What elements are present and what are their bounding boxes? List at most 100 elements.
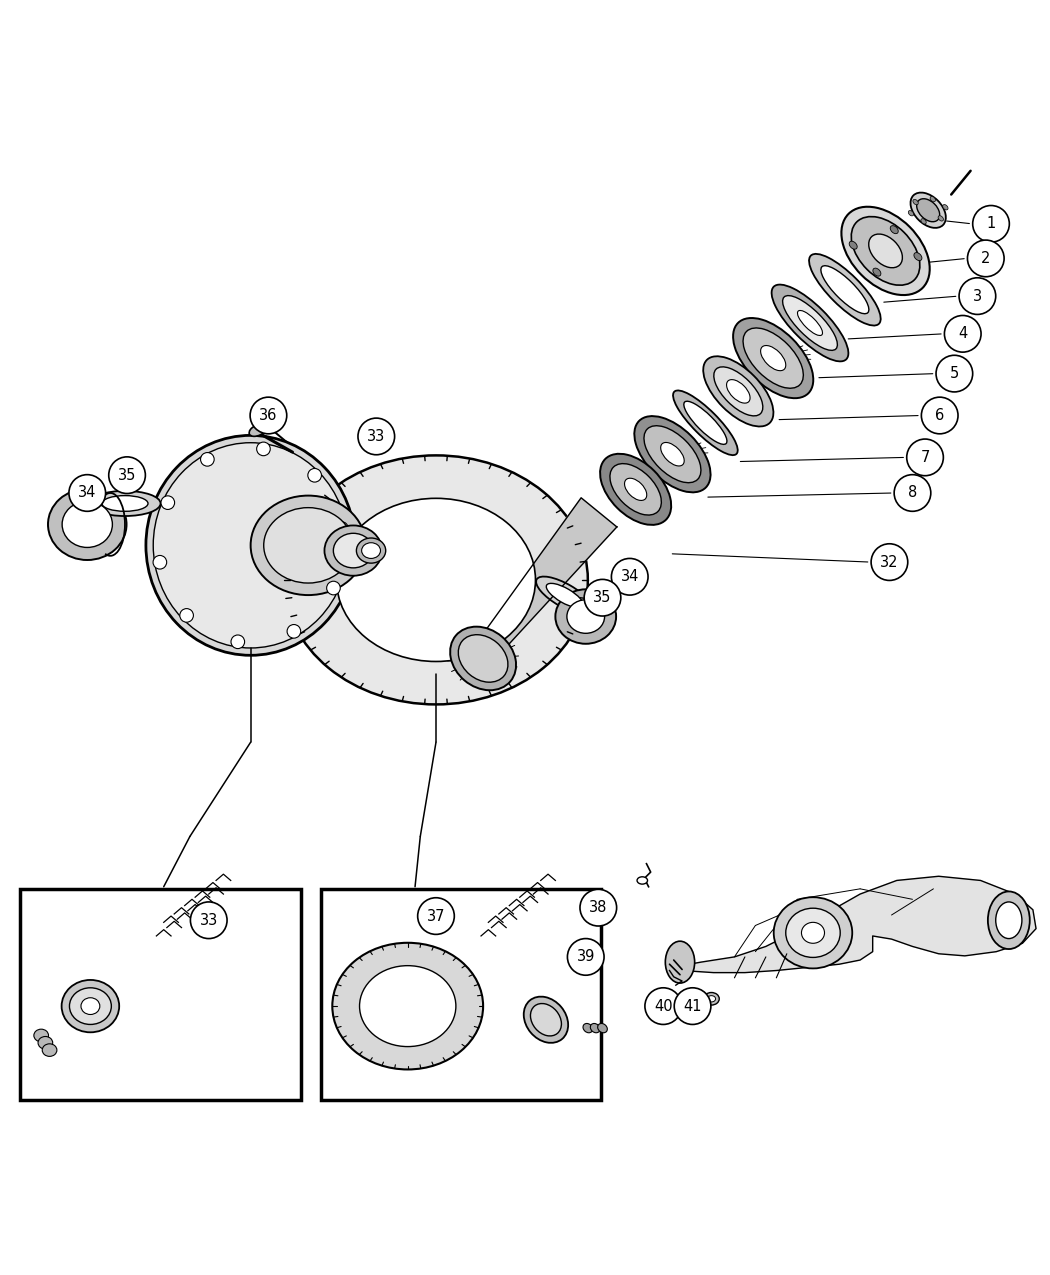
Text: 32: 32	[880, 555, 899, 570]
Ellipse shape	[634, 416, 711, 492]
Ellipse shape	[327, 581, 340, 595]
Circle shape	[190, 901, 227, 938]
Ellipse shape	[760, 346, 785, 371]
Ellipse shape	[42, 1044, 57, 1057]
Text: 1: 1	[986, 217, 995, 231]
Ellipse shape	[359, 965, 456, 1047]
Circle shape	[584, 579, 621, 616]
Ellipse shape	[821, 265, 869, 314]
Ellipse shape	[285, 455, 588, 704]
Text: 39: 39	[576, 950, 595, 964]
Ellipse shape	[450, 626, 517, 690]
Ellipse shape	[714, 367, 763, 416]
Circle shape	[358, 418, 395, 455]
Circle shape	[895, 474, 930, 511]
Text: 8: 8	[908, 486, 917, 501]
Ellipse shape	[733, 317, 814, 398]
Ellipse shape	[912, 199, 919, 205]
Ellipse shape	[852, 217, 920, 286]
Ellipse shape	[841, 207, 929, 295]
Ellipse shape	[324, 525, 382, 576]
Ellipse shape	[601, 454, 671, 525]
Ellipse shape	[34, 1029, 48, 1042]
Circle shape	[972, 205, 1009, 242]
Circle shape	[69, 474, 106, 511]
Ellipse shape	[256, 442, 270, 455]
Circle shape	[109, 456, 145, 493]
Ellipse shape	[146, 435, 355, 655]
Ellipse shape	[908, 210, 914, 215]
Ellipse shape	[249, 425, 267, 436]
Ellipse shape	[943, 204, 948, 210]
Ellipse shape	[530, 1003, 562, 1037]
Ellipse shape	[153, 556, 167, 569]
Ellipse shape	[356, 538, 385, 564]
Ellipse shape	[335, 521, 349, 536]
Ellipse shape	[537, 576, 593, 615]
Ellipse shape	[81, 998, 100, 1015]
Ellipse shape	[546, 584, 584, 608]
Ellipse shape	[743, 328, 803, 389]
Ellipse shape	[782, 296, 838, 351]
Text: 4: 4	[958, 326, 967, 342]
Ellipse shape	[89, 491, 161, 516]
Text: 34: 34	[621, 569, 638, 584]
Ellipse shape	[849, 241, 857, 249]
Ellipse shape	[333, 533, 373, 567]
Text: 36: 36	[259, 408, 277, 423]
Circle shape	[959, 278, 995, 315]
Ellipse shape	[938, 215, 944, 221]
Ellipse shape	[644, 426, 701, 483]
Text: 37: 37	[426, 909, 445, 923]
Ellipse shape	[308, 468, 321, 482]
Bar	[20, 889, 301, 1100]
Ellipse shape	[930, 196, 936, 201]
Text: 35: 35	[593, 590, 612, 606]
Ellipse shape	[684, 402, 727, 445]
Ellipse shape	[38, 1037, 52, 1049]
Text: 40: 40	[654, 998, 673, 1014]
Ellipse shape	[682, 989, 698, 1002]
Ellipse shape	[458, 635, 508, 682]
Circle shape	[674, 988, 711, 1024]
Ellipse shape	[567, 599, 605, 634]
Polygon shape	[479, 497, 616, 655]
Ellipse shape	[995, 901, 1022, 938]
Ellipse shape	[287, 625, 300, 639]
Text: 34: 34	[78, 486, 97, 501]
Ellipse shape	[332, 942, 483, 1070]
Text: 3: 3	[973, 288, 982, 303]
Circle shape	[645, 988, 681, 1024]
Ellipse shape	[625, 478, 647, 501]
Ellipse shape	[873, 268, 881, 277]
Ellipse shape	[48, 488, 127, 560]
Ellipse shape	[231, 635, 245, 649]
Ellipse shape	[890, 226, 898, 233]
Ellipse shape	[774, 898, 853, 969]
Ellipse shape	[772, 284, 848, 361]
Ellipse shape	[361, 543, 380, 558]
Ellipse shape	[917, 199, 940, 222]
Text: 7: 7	[921, 450, 929, 465]
Ellipse shape	[801, 922, 824, 944]
Ellipse shape	[590, 1024, 600, 1033]
Ellipse shape	[708, 996, 716, 1002]
Text: 35: 35	[118, 468, 136, 483]
Text: 5: 5	[950, 366, 959, 381]
Ellipse shape	[785, 908, 840, 958]
Ellipse shape	[201, 453, 214, 467]
Text: 33: 33	[200, 913, 217, 928]
Ellipse shape	[251, 496, 365, 595]
Ellipse shape	[524, 997, 568, 1043]
Ellipse shape	[264, 507, 353, 583]
Ellipse shape	[336, 499, 536, 662]
Ellipse shape	[153, 442, 348, 648]
Circle shape	[936, 356, 972, 391]
Text: 38: 38	[589, 900, 608, 915]
Ellipse shape	[673, 390, 738, 455]
Ellipse shape	[704, 992, 719, 1005]
Ellipse shape	[921, 219, 926, 224]
Circle shape	[567, 938, 604, 975]
Ellipse shape	[914, 252, 922, 260]
Ellipse shape	[988, 891, 1030, 949]
